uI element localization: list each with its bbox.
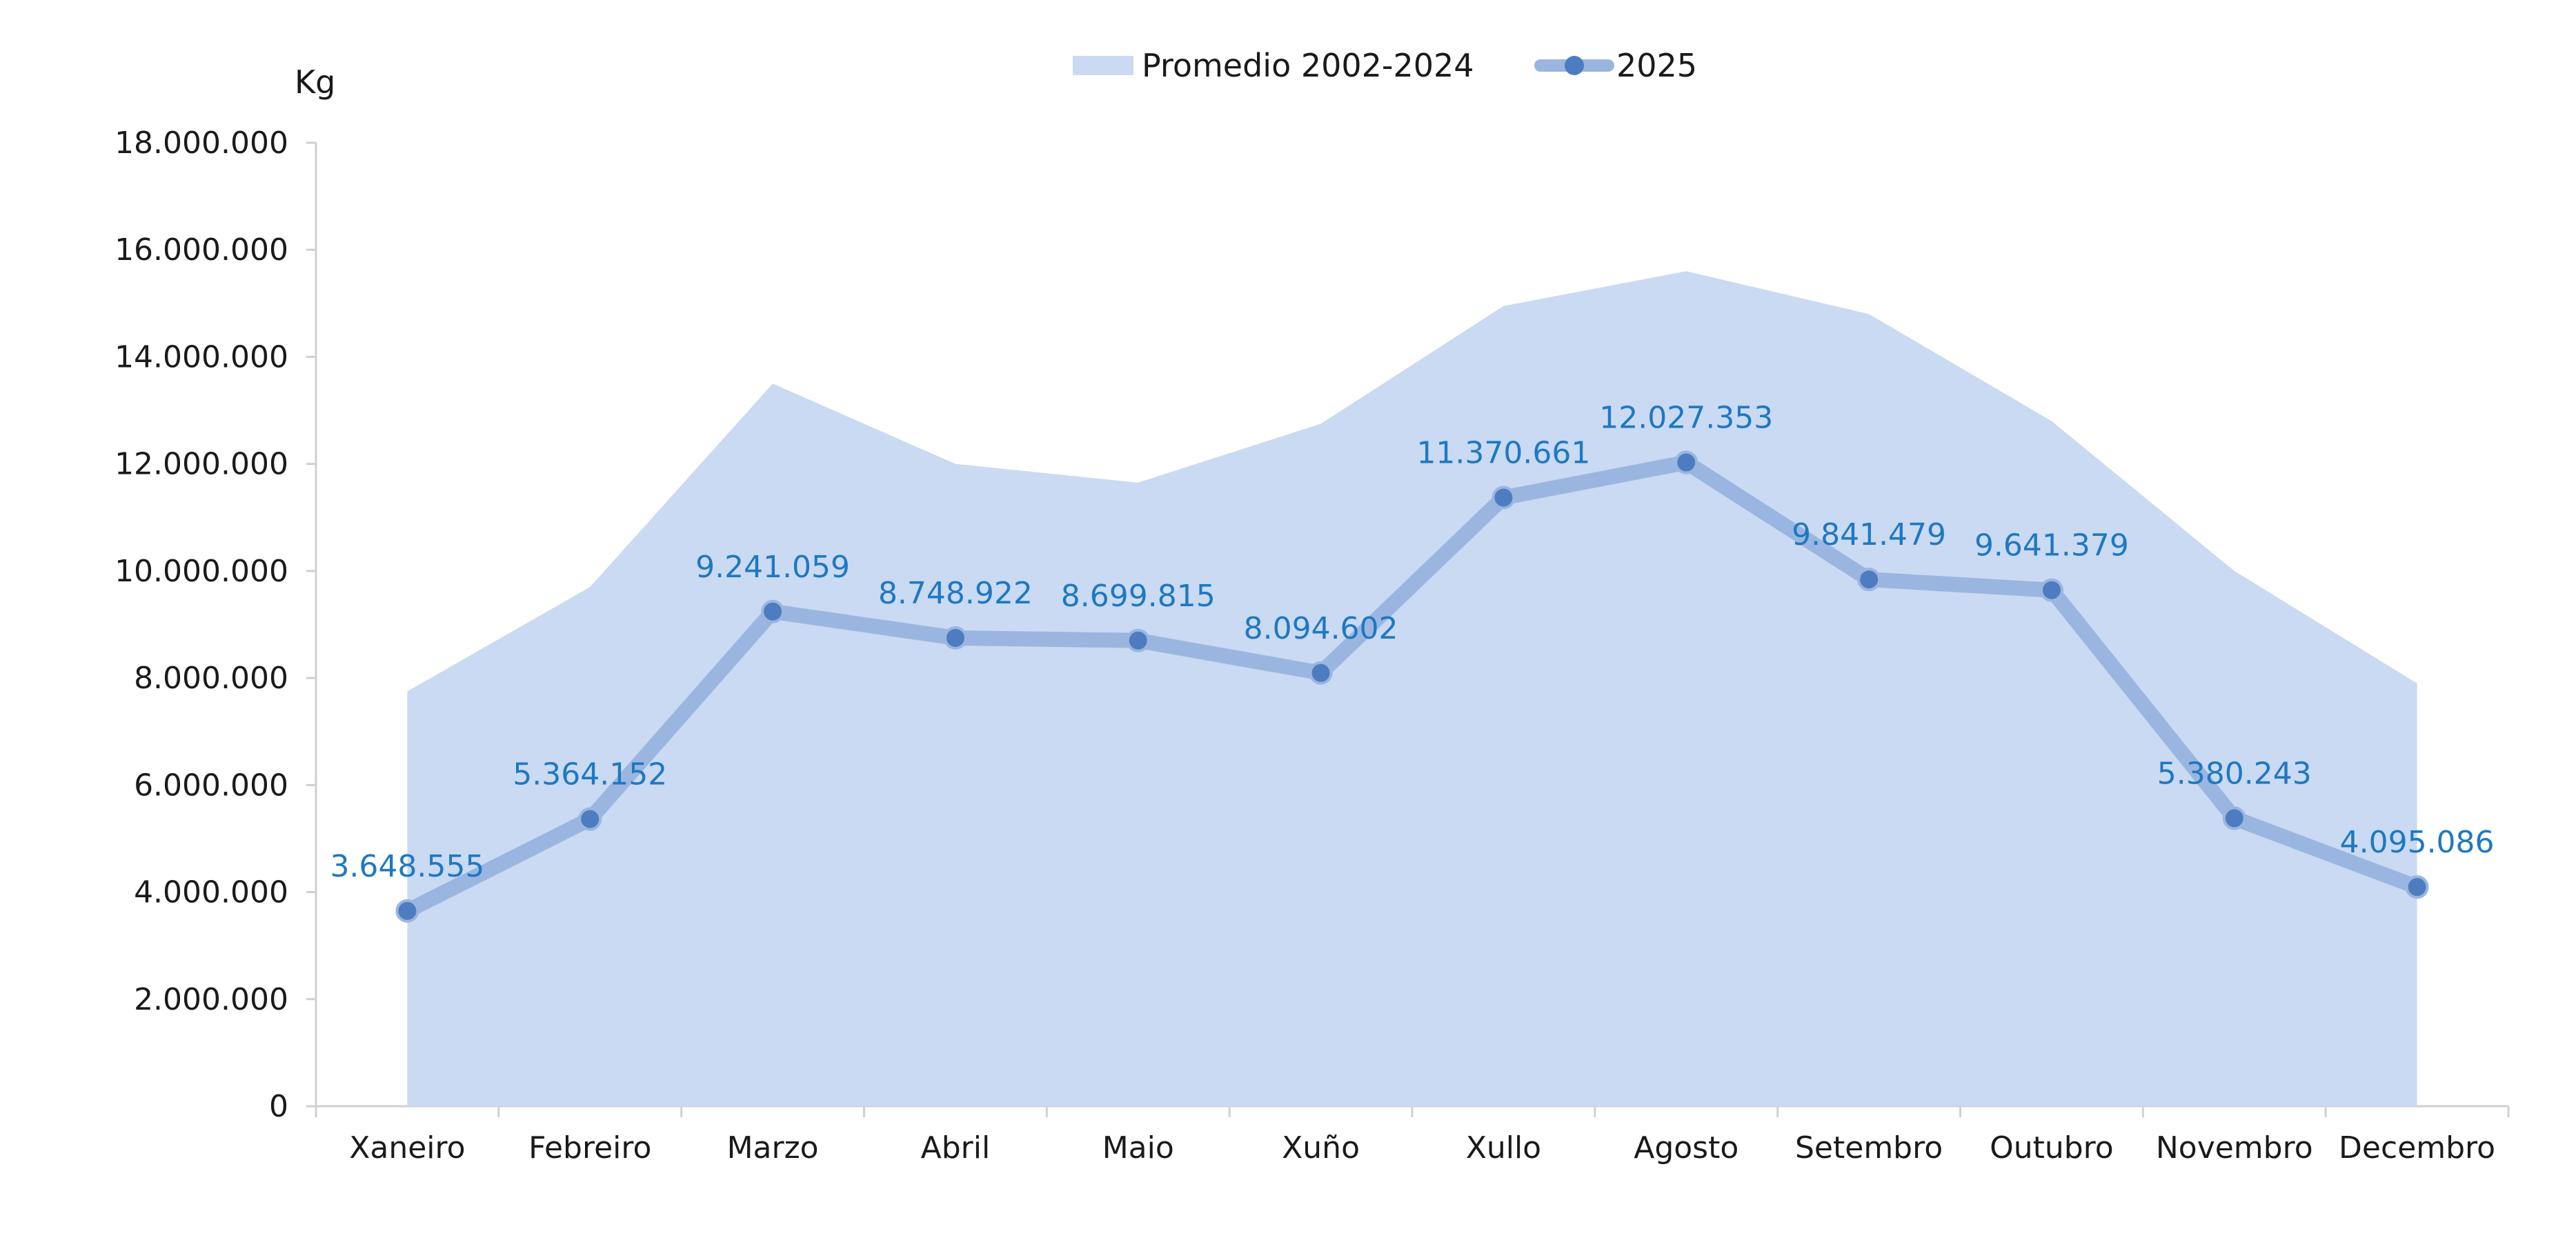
data-label-2025: 4.095.086 <box>2340 825 2495 860</box>
point-2025 <box>2405 875 2429 899</box>
point-2025 <box>1309 661 1333 685</box>
x-tick-label: Abril <box>921 1130 991 1166</box>
y-tick-label: 6.000.000 <box>134 768 288 803</box>
area-promedio <box>407 271 2417 1107</box>
x-tick-label: Febreiro <box>528 1130 651 1166</box>
legend: Promedio 2002-2024 2025 <box>1073 47 1697 84</box>
y-axis-unit-label: Kg <box>295 63 335 101</box>
y-tick-label: 8.000.000 <box>134 661 288 696</box>
x-tick-label: Xaneiro <box>349 1130 465 1166</box>
y-tick-label: 0 <box>269 1089 288 1124</box>
point-2025 <box>2039 578 2063 602</box>
point-2025 <box>1492 486 1516 510</box>
x-tick-label: Setembro <box>1795 1130 1943 1166</box>
data-label-2025: 5.380.243 <box>2157 756 2312 791</box>
point-2025 <box>2222 806 2246 830</box>
data-label-2025: 9.841.479 <box>1792 517 1946 552</box>
y-tick-label: 12.000.000 <box>115 447 288 482</box>
line-series-2025 <box>399 454 2425 919</box>
x-tick-label: Outubro <box>1990 1130 2114 1166</box>
data-label-2025: 12.027.353 <box>1599 401 1773 436</box>
x-axis-ticks: Xaneiro Febreiro Marzo Abril Maio Xuño Xullo Ag… <box>315 1106 2510 1166</box>
y-tick-label: 14.000.000 <box>115 339 288 374</box>
legend-swatch-promedio <box>1073 56 1133 75</box>
y-tick-label: 10.000.000 <box>115 554 288 589</box>
data-label-2025: 5.364.152 <box>513 757 667 792</box>
data-label-2025: 8.748.922 <box>878 576 1033 611</box>
x-tick-label: Agosto <box>1634 1130 1738 1166</box>
x-tick-label: Novembro <box>2156 1130 2313 1166</box>
data-label-2025: 9.641.379 <box>1974 528 2129 563</box>
x-tick-label: Decembro <box>2339 1130 2495 1166</box>
y-tick-label: 16.000.000 <box>115 232 288 268</box>
data-label-2025: 8.699.815 <box>1061 579 1216 614</box>
point-2025 <box>1857 568 1881 592</box>
line-2025 <box>399 454 2425 919</box>
y-tick-label: 2.000.000 <box>134 982 288 1017</box>
point-2025 <box>1674 450 1698 474</box>
data-labels-2025: 3.648.555 5.364.152 9.241.059 8.748.922 8.69… <box>330 401 2494 884</box>
legend-label-promedio: Promedio 2002-2024 <box>1142 47 1474 84</box>
legend-label-2025: 2025 <box>1616 47 1697 84</box>
data-label-2025: 9.241.059 <box>695 550 850 585</box>
legend-marker-2025 <box>1565 56 1584 75</box>
x-tick-label: Maio <box>1102 1130 1174 1166</box>
markers-2025 <box>395 450 2429 923</box>
x-tick-label: Xuño <box>1282 1130 1360 1166</box>
point-2025 <box>943 626 967 650</box>
y-tick-label: 4.000.000 <box>134 875 288 910</box>
point-2025 <box>395 899 419 923</box>
y-axis-ticks: 0 2.000.000 4.000.000 6.000.000 8.000.000 10.… <box>115 126 316 1124</box>
y-tick-label: 18.000.000 <box>115 126 288 161</box>
x-tick-label: Marzo <box>727 1130 819 1166</box>
point-2025 <box>1126 628 1150 652</box>
data-label-2025: 3.648.555 <box>330 849 484 884</box>
data-label-2025: 11.370.661 <box>1416 436 1590 471</box>
data-label-2025: 8.094.602 <box>1244 611 1398 646</box>
point-2025 <box>761 599 785 623</box>
x-tick-label: Xullo <box>1466 1130 1541 1166</box>
area-series-promedio <box>407 271 2417 1107</box>
point-2025 <box>578 807 602 831</box>
